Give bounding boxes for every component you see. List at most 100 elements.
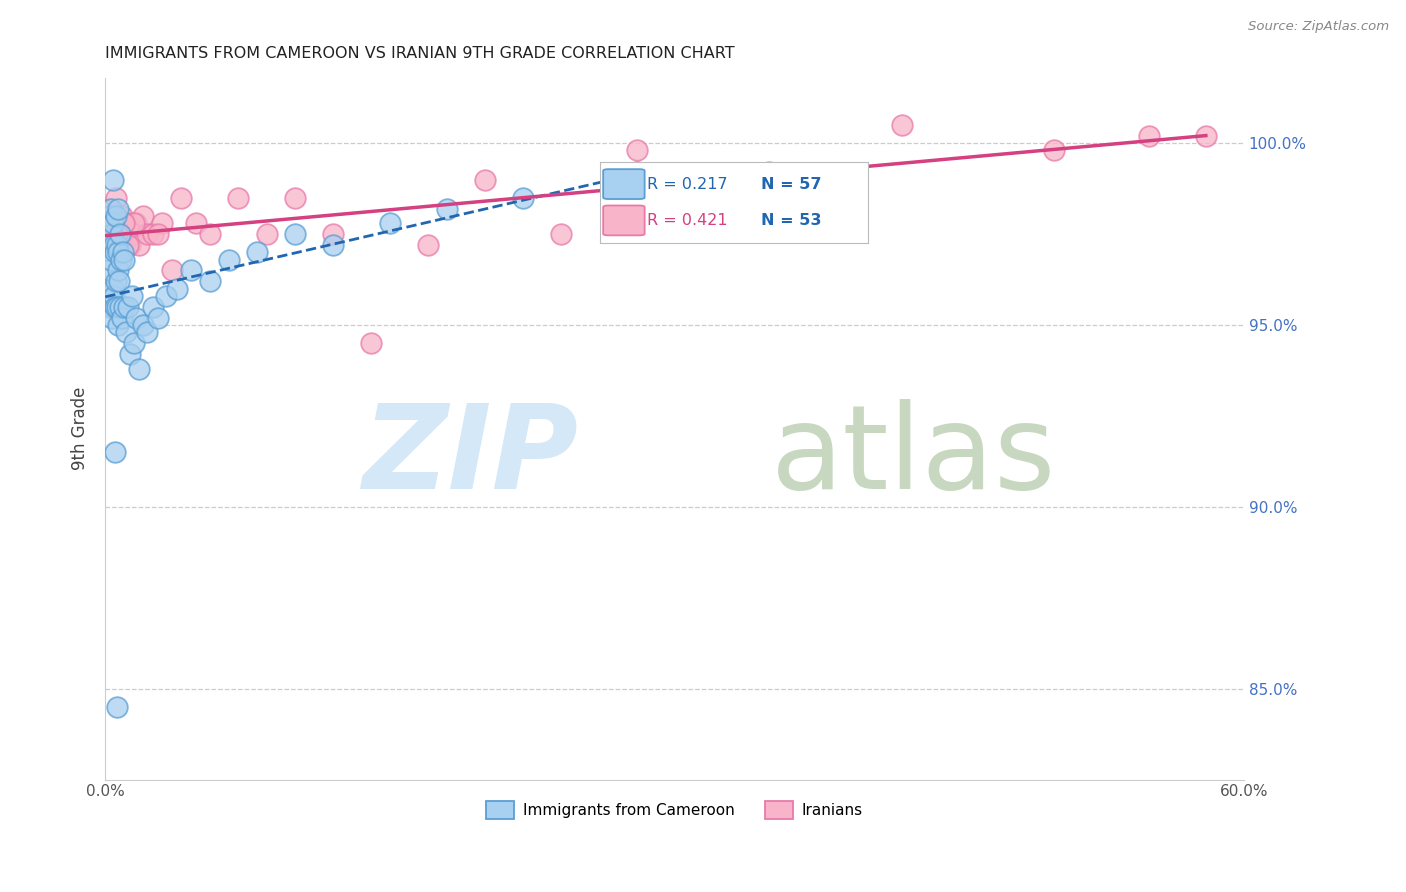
Point — [626, 165, 648, 179]
Point — [105, 245, 128, 260]
Text: IMMIGRANTS FROM CAMEROON VS IRANIAN 9TH GRADE CORRELATION CHART: IMMIGRANTS FROM CAMEROON VS IRANIAN 9TH … — [105, 46, 735, 62]
Point — [107, 216, 129, 230]
Text: ZIP: ZIP — [361, 400, 578, 514]
Point — [100, 252, 122, 267]
Point — [128, 238, 150, 252]
Point — [170, 191, 193, 205]
Point — [256, 227, 278, 241]
Point — [166, 282, 188, 296]
Point — [110, 300, 132, 314]
Point — [101, 216, 124, 230]
Point — [132, 209, 155, 223]
Point — [436, 202, 458, 216]
Point — [107, 202, 129, 216]
Point — [118, 347, 141, 361]
Point — [128, 361, 150, 376]
Point — [758, 165, 780, 179]
Point — [512, 191, 534, 205]
Point — [148, 310, 170, 325]
Point — [150, 216, 173, 230]
Point — [107, 245, 129, 260]
Point — [104, 209, 127, 223]
Point — [96, 289, 118, 303]
Point — [124, 216, 146, 230]
Point — [110, 238, 132, 252]
Point — [226, 191, 249, 205]
Point — [112, 300, 135, 314]
Point — [132, 318, 155, 332]
Point — [103, 216, 125, 230]
Point — [103, 289, 125, 303]
Point — [112, 245, 135, 260]
Point — [110, 252, 132, 267]
Point — [101, 282, 124, 296]
Legend: Immigrants from Cameroon, Iranians: Immigrants from Cameroon, Iranians — [479, 795, 869, 824]
Point — [186, 216, 208, 230]
Point — [104, 445, 127, 459]
Point — [107, 227, 129, 241]
Point — [101, 172, 124, 186]
Point — [117, 238, 139, 252]
Point — [101, 209, 124, 223]
Point — [121, 289, 143, 303]
Point — [148, 227, 170, 241]
Point — [100, 238, 122, 252]
Point — [105, 238, 128, 252]
Point — [112, 216, 135, 230]
Point — [110, 216, 132, 230]
Text: Source: ZipAtlas.com: Source: ZipAtlas.com — [1249, 20, 1389, 33]
Point — [98, 202, 121, 216]
Point — [115, 227, 138, 241]
Point — [117, 216, 139, 230]
Point — [124, 310, 146, 325]
Point — [97, 238, 120, 252]
Point — [891, 118, 914, 132]
Point — [160, 263, 183, 277]
Point — [104, 245, 127, 260]
Point — [108, 274, 131, 288]
Point — [218, 252, 240, 267]
Point — [111, 310, 134, 325]
Point — [284, 191, 307, 205]
Point — [118, 238, 141, 252]
Point — [103, 238, 125, 252]
Point — [136, 325, 159, 339]
Point — [111, 209, 134, 223]
Point — [104, 191, 127, 205]
Point — [98, 300, 121, 314]
Point — [142, 227, 165, 241]
Point — [1043, 144, 1066, 158]
Point — [105, 227, 128, 241]
Point — [104, 274, 127, 288]
Point — [101, 310, 124, 325]
Point — [198, 274, 221, 288]
Point — [101, 216, 124, 230]
Point — [360, 336, 382, 351]
Point — [108, 245, 131, 260]
Point — [107, 263, 129, 277]
Point — [155, 289, 177, 303]
Point — [112, 227, 135, 241]
Point — [198, 227, 221, 241]
Point — [416, 238, 439, 252]
Point — [104, 238, 127, 252]
Point — [98, 209, 121, 223]
Point — [1195, 128, 1218, 143]
Point — [101, 227, 124, 241]
Point — [474, 172, 496, 186]
Point — [142, 300, 165, 314]
Point — [122, 216, 145, 230]
Point — [97, 227, 120, 241]
Point — [121, 227, 143, 241]
Point — [246, 245, 269, 260]
Point — [105, 699, 128, 714]
Point — [117, 300, 139, 314]
Point — [112, 252, 135, 267]
Point — [284, 227, 307, 241]
Point — [112, 238, 135, 252]
Point — [101, 227, 124, 241]
Point — [107, 318, 129, 332]
Point — [104, 300, 127, 314]
Text: atlas: atlas — [772, 400, 1057, 514]
Point — [110, 227, 132, 241]
